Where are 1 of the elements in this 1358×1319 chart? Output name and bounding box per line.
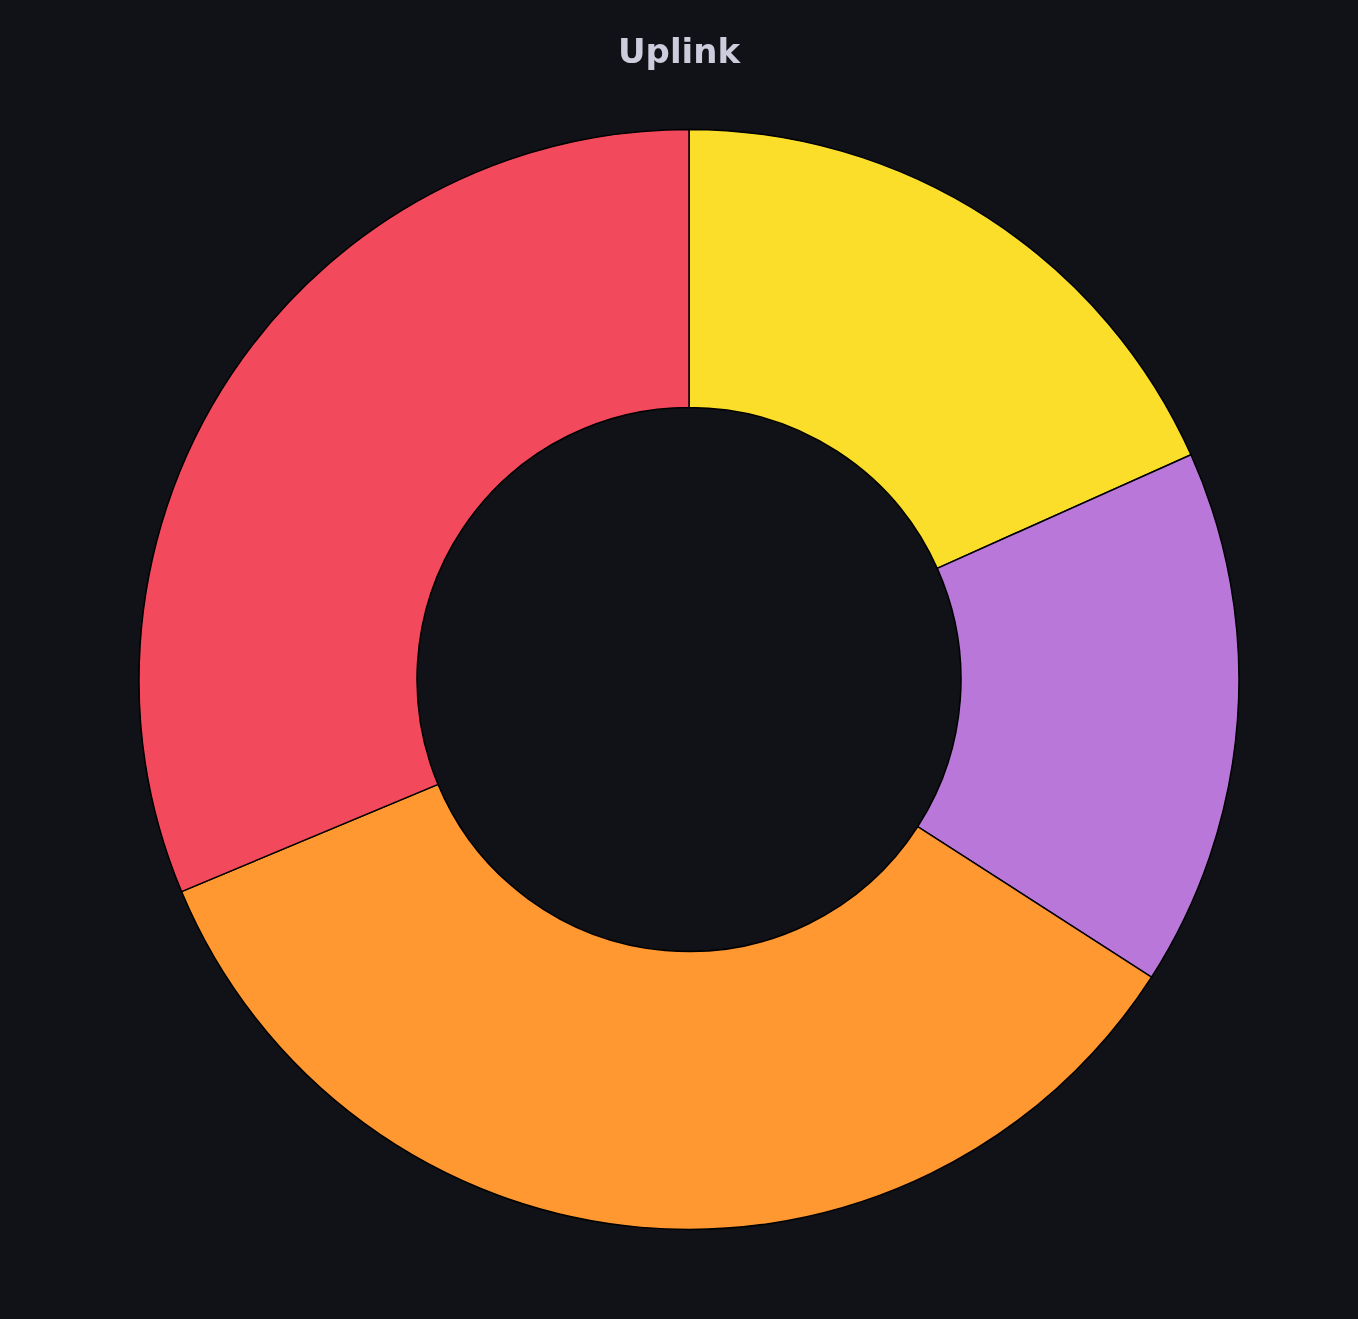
chart-title: Uplink xyxy=(617,31,742,71)
